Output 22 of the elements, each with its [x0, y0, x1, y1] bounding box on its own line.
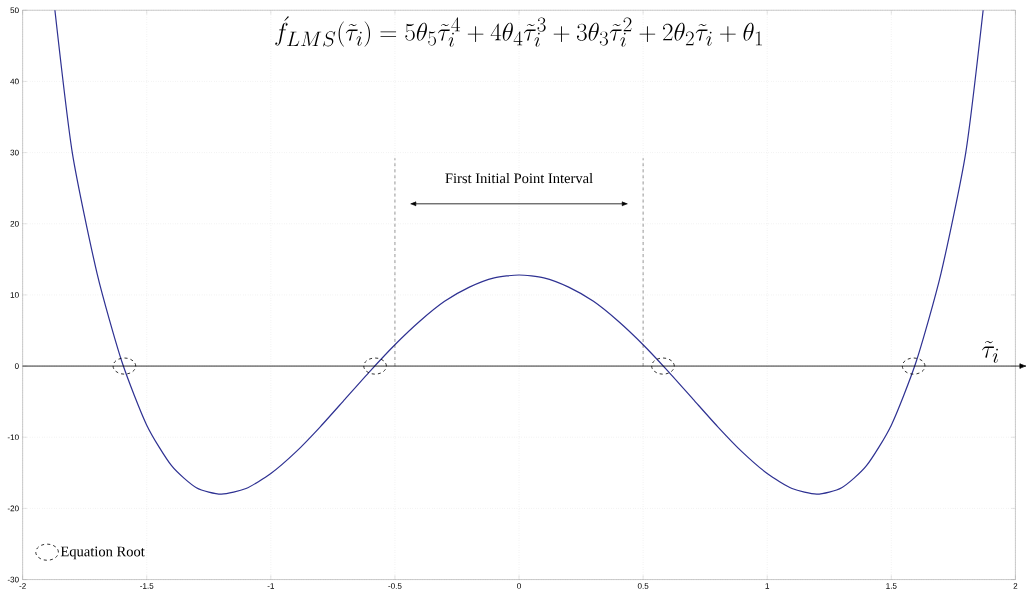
x-tick-label: 0 [517, 583, 521, 589]
y-tick-label: 40 [10, 78, 19, 85]
x-tick-label: 1 [765, 583, 770, 589]
y-tick-label: 50 [10, 7, 19, 13]
x-tick-label: 1.5 [886, 583, 897, 589]
x-tick-label: -0.5 [388, 583, 402, 589]
x-axis-title: $\tilde{\tau}_i$ [982, 340, 999, 363]
x-tick-label: -2 [19, 583, 26, 589]
y-tick-label: -10 [7, 434, 19, 440]
x-tick-label: 0.5 [637, 583, 649, 589]
x-tick-label: -1.5 [140, 583, 154, 589]
y-tick-label: -20 [7, 505, 19, 512]
legend-label: Equation Root [60, 546, 145, 560]
y-tick-label: 10 [10, 291, 19, 298]
y-tick-label: 20 [10, 220, 19, 227]
y-tick-label: 0 [14, 363, 19, 369]
x-tick-label: 2 [1013, 583, 1018, 589]
y-tick-label: 30 [10, 149, 19, 156]
x-tick-label: -1 [267, 583, 275, 589]
text: $\acute{f}_{LMS}(\tilde{\tau}_i) = 5\theta_5\tilde{\tau}_i^4 + 4\theta_4\tilde{\tau}_i^3 + 3\theta_3\tilde{\tau}_i^2 + 2\theta_2\tilde{\tau}_i + \theta_1$ [275, 16, 763, 47]
annotation: First Initial Point Interval [445, 172, 593, 184]
y-tick-label: -30 [7, 576, 19, 583]
